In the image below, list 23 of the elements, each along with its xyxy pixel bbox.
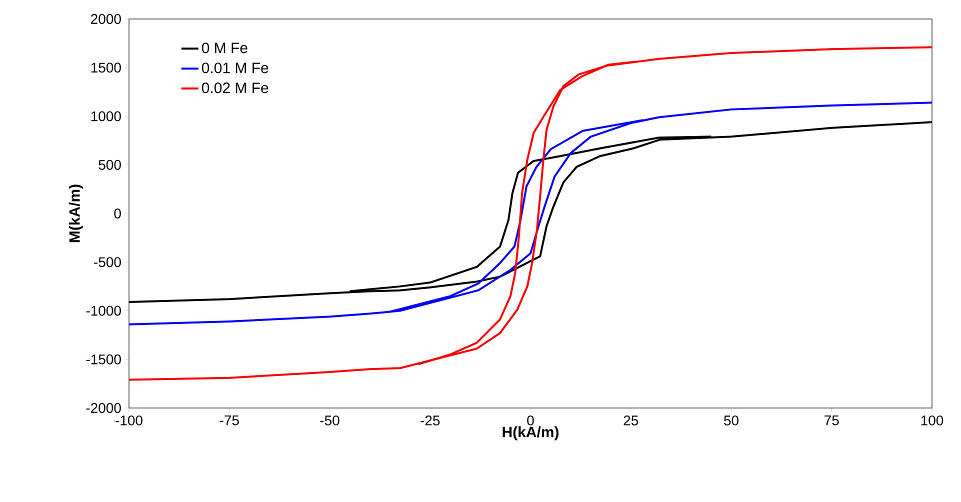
legend-label: 0.02 M Fe	[202, 82, 268, 94]
x-tick-label: 50	[724, 416, 738, 426]
y-tick-label: -2000	[86, 403, 121, 413]
x-tick-label: 25	[624, 416, 638, 426]
y-tick-label: 2000	[91, 14, 121, 24]
x-tick-label: -50	[320, 416, 340, 426]
legend-label: 0 M Fe	[202, 42, 248, 54]
y-tick-label: -500	[94, 257, 121, 268]
x-tick-label: 100	[921, 416, 944, 426]
y-tick-label: 1000	[91, 111, 121, 122]
x-tick-label: 75	[824, 416, 839, 426]
x-axis-title: H(kA/m)	[502, 426, 558, 440]
y-tick-label: -1000	[86, 306, 121, 316]
legend-label: 0.01 M Fe	[202, 62, 268, 74]
y-tick-label: 500	[98, 160, 121, 170]
x-tick-label: -100	[116, 416, 142, 426]
x-tick-label: -75	[220, 416, 239, 426]
x-tick-label: -25	[420, 416, 440, 426]
y-tick-label: 1500	[91, 62, 121, 73]
y-tick-label: 0	[114, 208, 121, 218]
y-tick-label: -1500	[86, 354, 121, 364]
x-tick-label: 0	[527, 416, 534, 426]
y-axis-title: M(kA/m)	[68, 184, 83, 242]
